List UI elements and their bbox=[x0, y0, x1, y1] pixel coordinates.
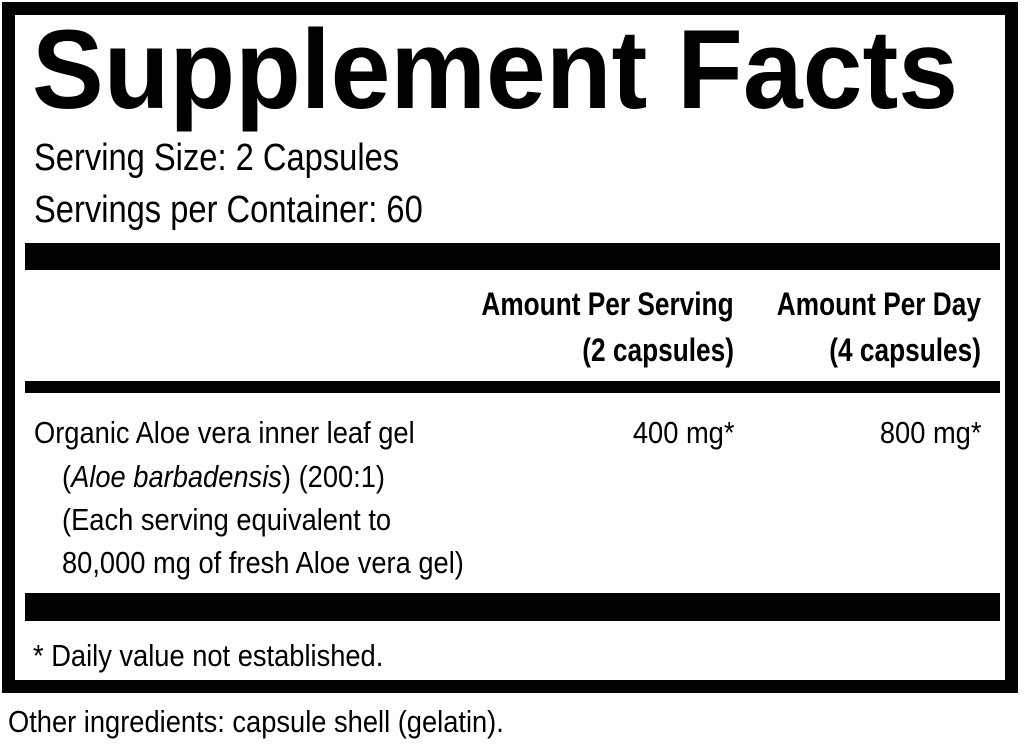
paren: ( bbox=[62, 459, 72, 494]
footnote: * Daily value not established. bbox=[33, 638, 384, 673]
servings-per-container: Servings per Container: 60 bbox=[34, 189, 423, 231]
ingredient-amount-per-day: 800 mg* bbox=[879, 415, 981, 450]
panel-title: Supplement Facts bbox=[32, 7, 959, 132]
ingredient-amount-per-serving: 400 mg* bbox=[632, 415, 734, 450]
latin-name: Aloe barbadensis bbox=[71, 459, 282, 494]
ingredient-note-line1: (Each serving equivalent to bbox=[62, 502, 392, 537]
ingredient-name: Organic Aloe vera inner leaf gel bbox=[34, 415, 415, 450]
column-header-per-serving: Amount Per Serving bbox=[481, 286, 734, 322]
divider-thick-bottom bbox=[25, 593, 1000, 621]
supplement-facts-panel bbox=[2, 2, 1018, 693]
ratio: ) (200:1) bbox=[281, 459, 386, 494]
serving-size: Serving Size: 2 Capsules bbox=[34, 137, 400, 179]
ingredient-note-line2: 80,000 mg of fresh Aloe vera gel) bbox=[62, 545, 464, 580]
divider-thick-top bbox=[25, 243, 1000, 270]
ingredient-latin-name: (Aloe barbadensis) (200:1) bbox=[62, 461, 385, 492]
column-subheader-per-day: (4 capsules) bbox=[829, 332, 981, 368]
column-header-per-day: Amount Per Day bbox=[776, 286, 981, 322]
other-ingredients: Other ingredients: capsule shell (gelati… bbox=[8, 704, 504, 739]
column-subheader-per-serving: (2 capsules) bbox=[582, 332, 734, 368]
divider-medium bbox=[25, 381, 1000, 393]
